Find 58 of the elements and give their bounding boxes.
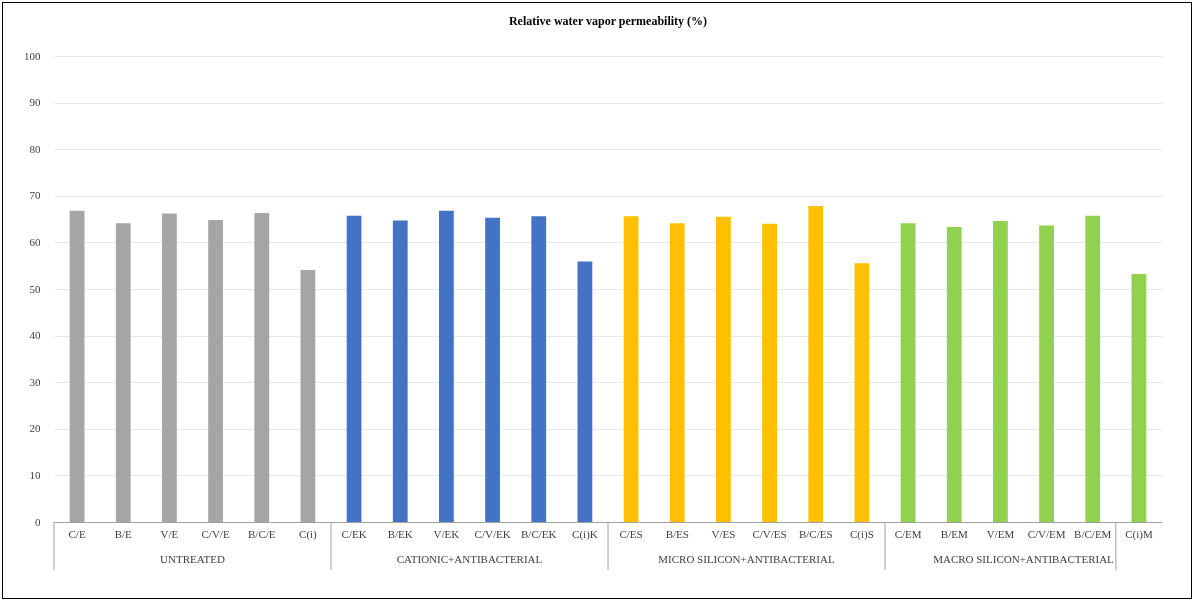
x-tick-label: C(i)M (1125, 527, 1153, 541)
bar (485, 217, 500, 522)
x-tick-label: C/ES (619, 527, 643, 540)
y-tick-label: 70 (29, 189, 41, 202)
bar (900, 223, 916, 522)
x-tick-label: C(i)S (849, 527, 874, 541)
y-tick-label: 30 (29, 375, 41, 388)
x-tick-label: V/EM (986, 527, 1015, 540)
bar (577, 261, 593, 522)
y-tick-label: 100 (24, 49, 41, 62)
bar (623, 216, 639, 522)
x-tick-label: C/EM (894, 527, 922, 540)
bar (439, 210, 454, 522)
y-tick-label: 0 (35, 515, 41, 528)
x-tick-label: C/EK (341, 527, 367, 540)
x-tick-label: C(i) (299, 527, 318, 541)
x-tick-label: V/E (160, 527, 179, 540)
bar (531, 216, 547, 522)
y-tick-label: 50 (29, 282, 41, 295)
y-tick-label: 10 (29, 468, 41, 481)
chart-title: Relative water vapor permeability (%) (508, 14, 708, 28)
x-tick-label: C/V/E (201, 527, 230, 540)
y-tick-label: 90 (29, 96, 41, 109)
y-tick-label: 80 (29, 142, 41, 155)
x-tick-label: B/C/E (247, 527, 276, 540)
bar (1131, 274, 1147, 522)
y-tick-label: 40 (29, 329, 41, 342)
bar (669, 223, 685, 522)
bar (946, 227, 962, 522)
x-tick-label: C/V/EK (474, 527, 511, 540)
x-tick-label: V/EK (433, 527, 460, 540)
y-tick-label: 20 (29, 422, 41, 435)
x-tick-label: B/C/EK (521, 527, 557, 540)
bar (762, 223, 777, 522)
x-tick-label: B/EK (387, 527, 413, 540)
bar (392, 220, 408, 522)
bar (993, 220, 1008, 522)
bar (854, 263, 870, 522)
bar (716, 216, 731, 522)
x-tick-label: V/ES (711, 527, 736, 540)
x-tick-label: B/E (114, 527, 133, 540)
bar (1039, 225, 1054, 522)
x-tick-label: B/C/EM (1074, 527, 1112, 540)
text: CATIONIC+ANTIBACTERIAL (396, 553, 543, 565)
bar (1085, 215, 1101, 522)
x-tick-label: C(i)K (572, 527, 598, 541)
x-tick-label: B/C/ES (798, 527, 833, 540)
x-tick-label: C/E (68, 527, 86, 540)
x-tick-label: B/ES (665, 527, 689, 540)
x-tick-label: B/EM (940, 527, 968, 540)
bar (346, 215, 362, 522)
text: UNTREATED (160, 553, 225, 565)
text: MICRO SILICON+ANTIBACTERIAL (658, 553, 835, 565)
x-tick-label: C/V/ES (752, 527, 787, 540)
text: MACRO SILICON+ANTIBACTERIAL (933, 553, 1115, 565)
x-tick-label: C/V/EM (1027, 527, 1066, 540)
y-tick-label: 60 (29, 235, 41, 248)
bar (808, 206, 824, 522)
